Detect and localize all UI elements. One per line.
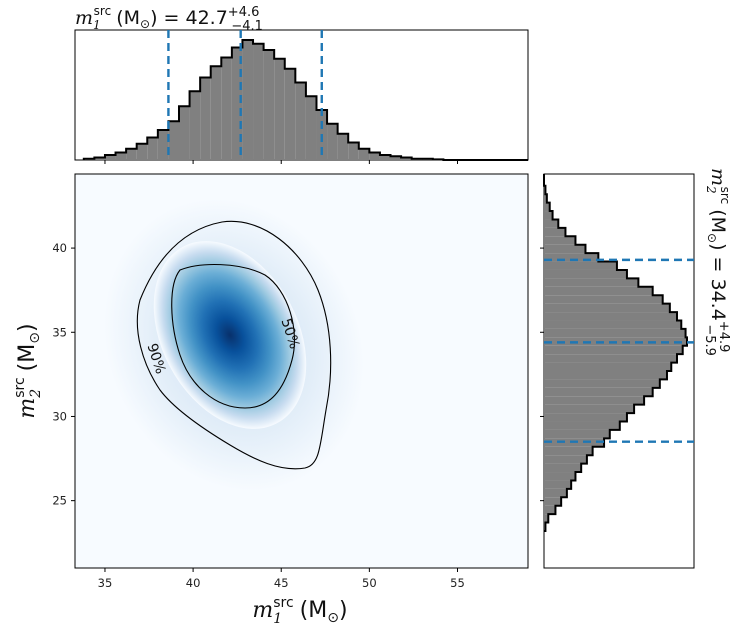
right-histogram-bar — [544, 312, 677, 321]
right-histogram-bar — [544, 236, 576, 245]
right-histogram-bar — [544, 269, 627, 279]
top-marginal-histogram — [82, 39, 528, 161]
y-tick-label: 35 — [52, 325, 67, 339]
right-histogram-bar — [544, 278, 639, 287]
top-histogram-bar — [327, 123, 338, 160]
top-marginal-ticks — [104, 160, 458, 164]
joint-ticks: 35 40 45 50 55 25 30 35 40 — [52, 241, 464, 590]
top-histogram-bar — [379, 155, 391, 160]
y-axis-label: m2src(M⊙) — [12, 323, 44, 418]
right-histogram-bar — [544, 488, 567, 498]
right-histogram-bar — [544, 371, 667, 380]
right-histogram-bar — [544, 261, 617, 270]
top-histogram-bar — [369, 152, 380, 160]
x-tick-label: 40 — [186, 576, 201, 590]
top-histogram-bar — [115, 152, 127, 160]
right-histogram-outline — [543, 174, 688, 532]
right-marginal-title: m2src(M⊙) = 34.4+4.9−5.9 — [702, 168, 732, 356]
right-histogram-bar — [544, 463, 582, 473]
right-histogram-bar — [544, 202, 550, 212]
right-histogram-bar — [544, 446, 593, 456]
right-histogram-bar — [544, 219, 559, 228]
top-histogram-bar — [305, 96, 317, 160]
contour-50 — [171, 264, 295, 409]
top-histogram-bar — [136, 143, 148, 160]
right-histogram-bar — [544, 295, 663, 304]
right-histogram-bar — [544, 421, 620, 430]
right-histogram-bar — [544, 505, 556, 515]
top-histogram-bar — [295, 82, 306, 160]
right-histogram-bar — [544, 244, 586, 254]
top-histogram-bar — [390, 156, 402, 160]
top-histogram-bar — [242, 40, 254, 160]
right-histogram-bar — [544, 362, 672, 371]
x-axis-label: m1src (M⊙) — [252, 595, 347, 627]
right-histogram-bar — [544, 396, 645, 405]
right-histogram-bar — [544, 320, 682, 329]
right-marginal-panel: m2src(M⊙) = 34.4+4.9−5.9 — [540, 168, 732, 569]
right-histogram-bar — [544, 429, 610, 439]
right-histogram-bar — [544, 354, 677, 363]
right-histogram-bar — [544, 345, 683, 355]
top-histogram-bar — [178, 106, 190, 160]
y-tick-label: 25 — [52, 494, 67, 508]
top-histogram-bar — [358, 148, 370, 160]
right-histogram-bar — [544, 404, 635, 414]
right-histogram-bar — [544, 303, 670, 313]
top-histogram-bar — [284, 68, 296, 160]
top-histogram-bar — [200, 77, 211, 160]
top-marginal-panel: m1src (M⊙) = 42.7+4.6 −4.1 — [74, 4, 529, 164]
right-histogram-bar — [544, 328, 686, 338]
right-histogram-bar — [544, 253, 599, 262]
top-histogram-bar — [274, 58, 285, 160]
y-tick-label: 30 — [52, 409, 67, 423]
top-histogram-bar — [210, 66, 222, 160]
top-marginal-quantile-lines — [167, 30, 323, 160]
top-histogram-bar — [168, 121, 179, 160]
right-histogram-bar — [544, 455, 587, 464]
right-histogram-bar — [544, 497, 562, 506]
joint-frame — [74, 173, 529, 569]
top-histogram-outline — [82, 39, 528, 161]
right-histogram-bar — [544, 211, 553, 220]
right-histogram-bar — [544, 286, 653, 296]
top-histogram-bar — [189, 91, 201, 160]
density-core — [153, 241, 307, 429]
top-histogram-bar — [253, 43, 264, 160]
right-histogram-bar — [544, 379, 660, 388]
top-histogram-bar — [221, 57, 232, 160]
top-histogram-bar — [263, 50, 275, 160]
top-histogram-bar — [147, 137, 158, 160]
top-histogram-bar — [157, 130, 169, 160]
top-histogram-bar — [348, 142, 359, 160]
top-marginal-title: m1src (M⊙) = 42.7+4.6 −4.1 — [75, 4, 263, 34]
right-histogram-bar — [544, 514, 549, 523]
right-marginal-ticks — [540, 247, 544, 502]
right-histogram-bar — [544, 194, 547, 203]
top-histogram-bar — [401, 157, 412, 160]
right-histogram-bar — [544, 472, 576, 481]
top-histogram-bar — [126, 148, 137, 160]
x-tick-label: 45 — [274, 576, 289, 590]
right-histogram-bar — [544, 387, 653, 397]
top-histogram-bar — [231, 47, 243, 160]
right-histogram-bar — [544, 480, 572, 489]
y-tick-label: 40 — [52, 241, 67, 255]
right-histogram-bar — [544, 413, 627, 422]
x-tick-label: 50 — [362, 576, 377, 590]
right-histogram-bar — [544, 227, 566, 237]
right-marginal-histogram — [543, 174, 688, 532]
right-marginal-quantile-lines — [544, 258, 694, 443]
top-histogram-bar — [104, 155, 116, 160]
contour-90 — [136, 220, 332, 470]
x-tick-label: 35 — [98, 576, 113, 590]
top-histogram-bar — [94, 157, 105, 160]
top-histogram-bar — [337, 133, 349, 160]
x-tick-label: 55 — [450, 576, 465, 590]
